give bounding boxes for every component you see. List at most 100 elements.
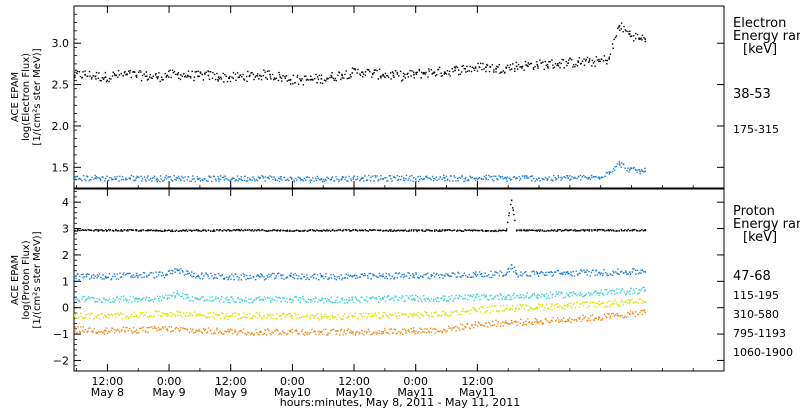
data-point bbox=[309, 179, 311, 181]
data-point bbox=[635, 169, 637, 171]
data-point bbox=[497, 179, 499, 181]
data-point bbox=[419, 327, 421, 329]
data-point bbox=[215, 178, 217, 180]
data-point bbox=[292, 74, 295, 77]
data-point bbox=[513, 213, 515, 216]
data-point bbox=[366, 275, 369, 277]
data-point bbox=[481, 294, 483, 297]
data-point bbox=[199, 177, 201, 180]
data-point bbox=[357, 299, 359, 301]
data-point bbox=[274, 229, 276, 231]
data-point bbox=[547, 295, 549, 297]
data-point bbox=[524, 60, 527, 63]
data-point bbox=[605, 59, 607, 61]
data-point bbox=[506, 64, 509, 67]
data-point bbox=[312, 277, 315, 279]
data-point bbox=[217, 297, 219, 299]
data-point bbox=[292, 83, 294, 85]
data-point bbox=[533, 308, 536, 310]
data-point bbox=[322, 333, 324, 335]
data-point bbox=[164, 229, 167, 232]
data-point bbox=[162, 297, 164, 299]
data-point bbox=[552, 64, 554, 66]
data-point bbox=[423, 298, 426, 300]
data-point bbox=[276, 300, 278, 302]
data-point bbox=[264, 329, 267, 332]
data-point bbox=[347, 316, 349, 319]
data-point bbox=[573, 302, 575, 304]
data-point bbox=[247, 277, 249, 280]
data-point bbox=[114, 299, 116, 301]
data-point bbox=[190, 180, 193, 182]
data-point bbox=[487, 179, 489, 181]
data-point bbox=[95, 71, 98, 74]
data-point bbox=[545, 292, 548, 295]
data-point bbox=[533, 292, 536, 295]
data-point bbox=[424, 310, 426, 313]
data-point bbox=[326, 334, 328, 336]
data-point bbox=[546, 320, 548, 322]
data-point bbox=[292, 230, 294, 232]
data-point bbox=[366, 296, 368, 298]
data-point bbox=[586, 320, 588, 322]
data-point bbox=[530, 323, 532, 325]
data-point bbox=[517, 295, 519, 297]
data-point bbox=[477, 229, 479, 232]
data-point bbox=[554, 295, 557, 298]
data-point bbox=[407, 330, 409, 332]
data-point bbox=[551, 308, 553, 311]
data-point bbox=[404, 275, 406, 277]
data-point bbox=[250, 230, 253, 232]
data-point bbox=[93, 328, 95, 330]
data-point bbox=[376, 332, 379, 334]
data-point bbox=[128, 70, 130, 72]
data-point bbox=[358, 300, 360, 302]
data-point bbox=[402, 72, 405, 75]
data-point bbox=[496, 294, 498, 296]
data-point bbox=[178, 294, 180, 296]
data-point bbox=[361, 329, 363, 332]
data-point bbox=[336, 296, 339, 298]
data-point bbox=[637, 272, 640, 275]
data-point bbox=[115, 313, 117, 315]
data-point bbox=[580, 269, 582, 271]
data-point bbox=[231, 313, 233, 315]
data-point bbox=[394, 328, 397, 331]
data-point bbox=[299, 177, 301, 180]
data-point bbox=[87, 330, 89, 332]
data-point bbox=[628, 33, 631, 35]
data-point bbox=[599, 178, 601, 180]
data-point bbox=[562, 272, 564, 274]
data-point bbox=[198, 328, 200, 331]
data-point bbox=[428, 68, 430, 70]
data-point bbox=[206, 316, 208, 319]
data-point bbox=[263, 315, 265, 317]
data-point bbox=[467, 229, 469, 231]
data-point bbox=[151, 177, 153, 179]
data-point bbox=[595, 269, 597, 271]
data-point bbox=[166, 315, 169, 317]
data-point bbox=[226, 276, 228, 278]
data-point bbox=[191, 230, 193, 232]
data-point bbox=[279, 229, 282, 232]
data-point bbox=[565, 320, 567, 323]
data-point bbox=[488, 230, 490, 232]
data-point bbox=[265, 278, 267, 280]
data-point bbox=[585, 58, 587, 61]
data-point bbox=[518, 175, 520, 178]
data-point bbox=[174, 230, 177, 232]
data-point bbox=[543, 295, 546, 298]
data-point bbox=[561, 320, 564, 322]
data-point bbox=[507, 221, 509, 224]
data-point bbox=[527, 177, 530, 179]
data-point bbox=[417, 314, 419, 317]
data-point bbox=[534, 321, 536, 323]
data-point bbox=[515, 320, 517, 322]
data-point bbox=[445, 175, 448, 177]
data-point bbox=[556, 64, 558, 67]
data-point bbox=[232, 71, 235, 74]
data-point bbox=[438, 230, 440, 232]
data-point bbox=[81, 179, 83, 182]
data-point bbox=[564, 321, 566, 323]
data-point bbox=[146, 275, 148, 277]
